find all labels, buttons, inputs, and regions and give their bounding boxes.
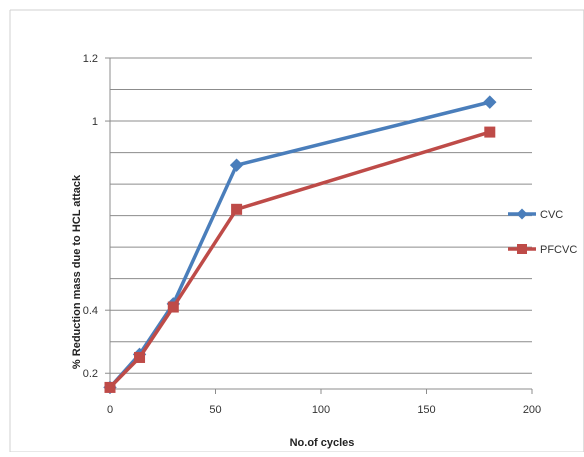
- y-axis-ticks: 0.2 0.4 1 1.2: [83, 53, 110, 380]
- data-point-pfcvc: [231, 203, 243, 215]
- legend-marker-cvc: [516, 208, 528, 220]
- data-point-pfcvc: [104, 381, 116, 393]
- legend-marker-pfcvc: [517, 244, 527, 254]
- x-axis-ticks: 0 50 100 150 200: [107, 389, 541, 416]
- x-tick-label: 200: [523, 404, 541, 416]
- y-tick-label: 1.2: [83, 53, 98, 65]
- data-point-cvc: [483, 95, 497, 109]
- y-tick-label: 1: [92, 116, 98, 128]
- data-point-pfcvc: [134, 351, 146, 363]
- data-point-cvc: [229, 158, 244, 172]
- data-point-pfcvc: [167, 301, 179, 313]
- y-axis-title: % Reduction mass due to HCL attack: [71, 174, 83, 369]
- x-tick-label: 150: [417, 404, 435, 416]
- data-point-pfcvc: [484, 126, 496, 138]
- y-tick-label: 0.4: [83, 305, 98, 317]
- legend: CVC PFCVC: [508, 208, 577, 256]
- legend-label-cvc: CVC: [540, 209, 563, 221]
- x-tick-label: 100: [312, 404, 330, 416]
- legend-label-pfcvc: PFCVC: [540, 244, 577, 256]
- series-lines: [103, 95, 497, 395]
- gridlines: [110, 57, 532, 374]
- x-axis-title: No.of cycles: [290, 437, 355, 449]
- y-tick-label: 0.2: [83, 368, 98, 380]
- x-tick-label: 0: [107, 404, 113, 416]
- x-tick-label: 50: [209, 404, 221, 416]
